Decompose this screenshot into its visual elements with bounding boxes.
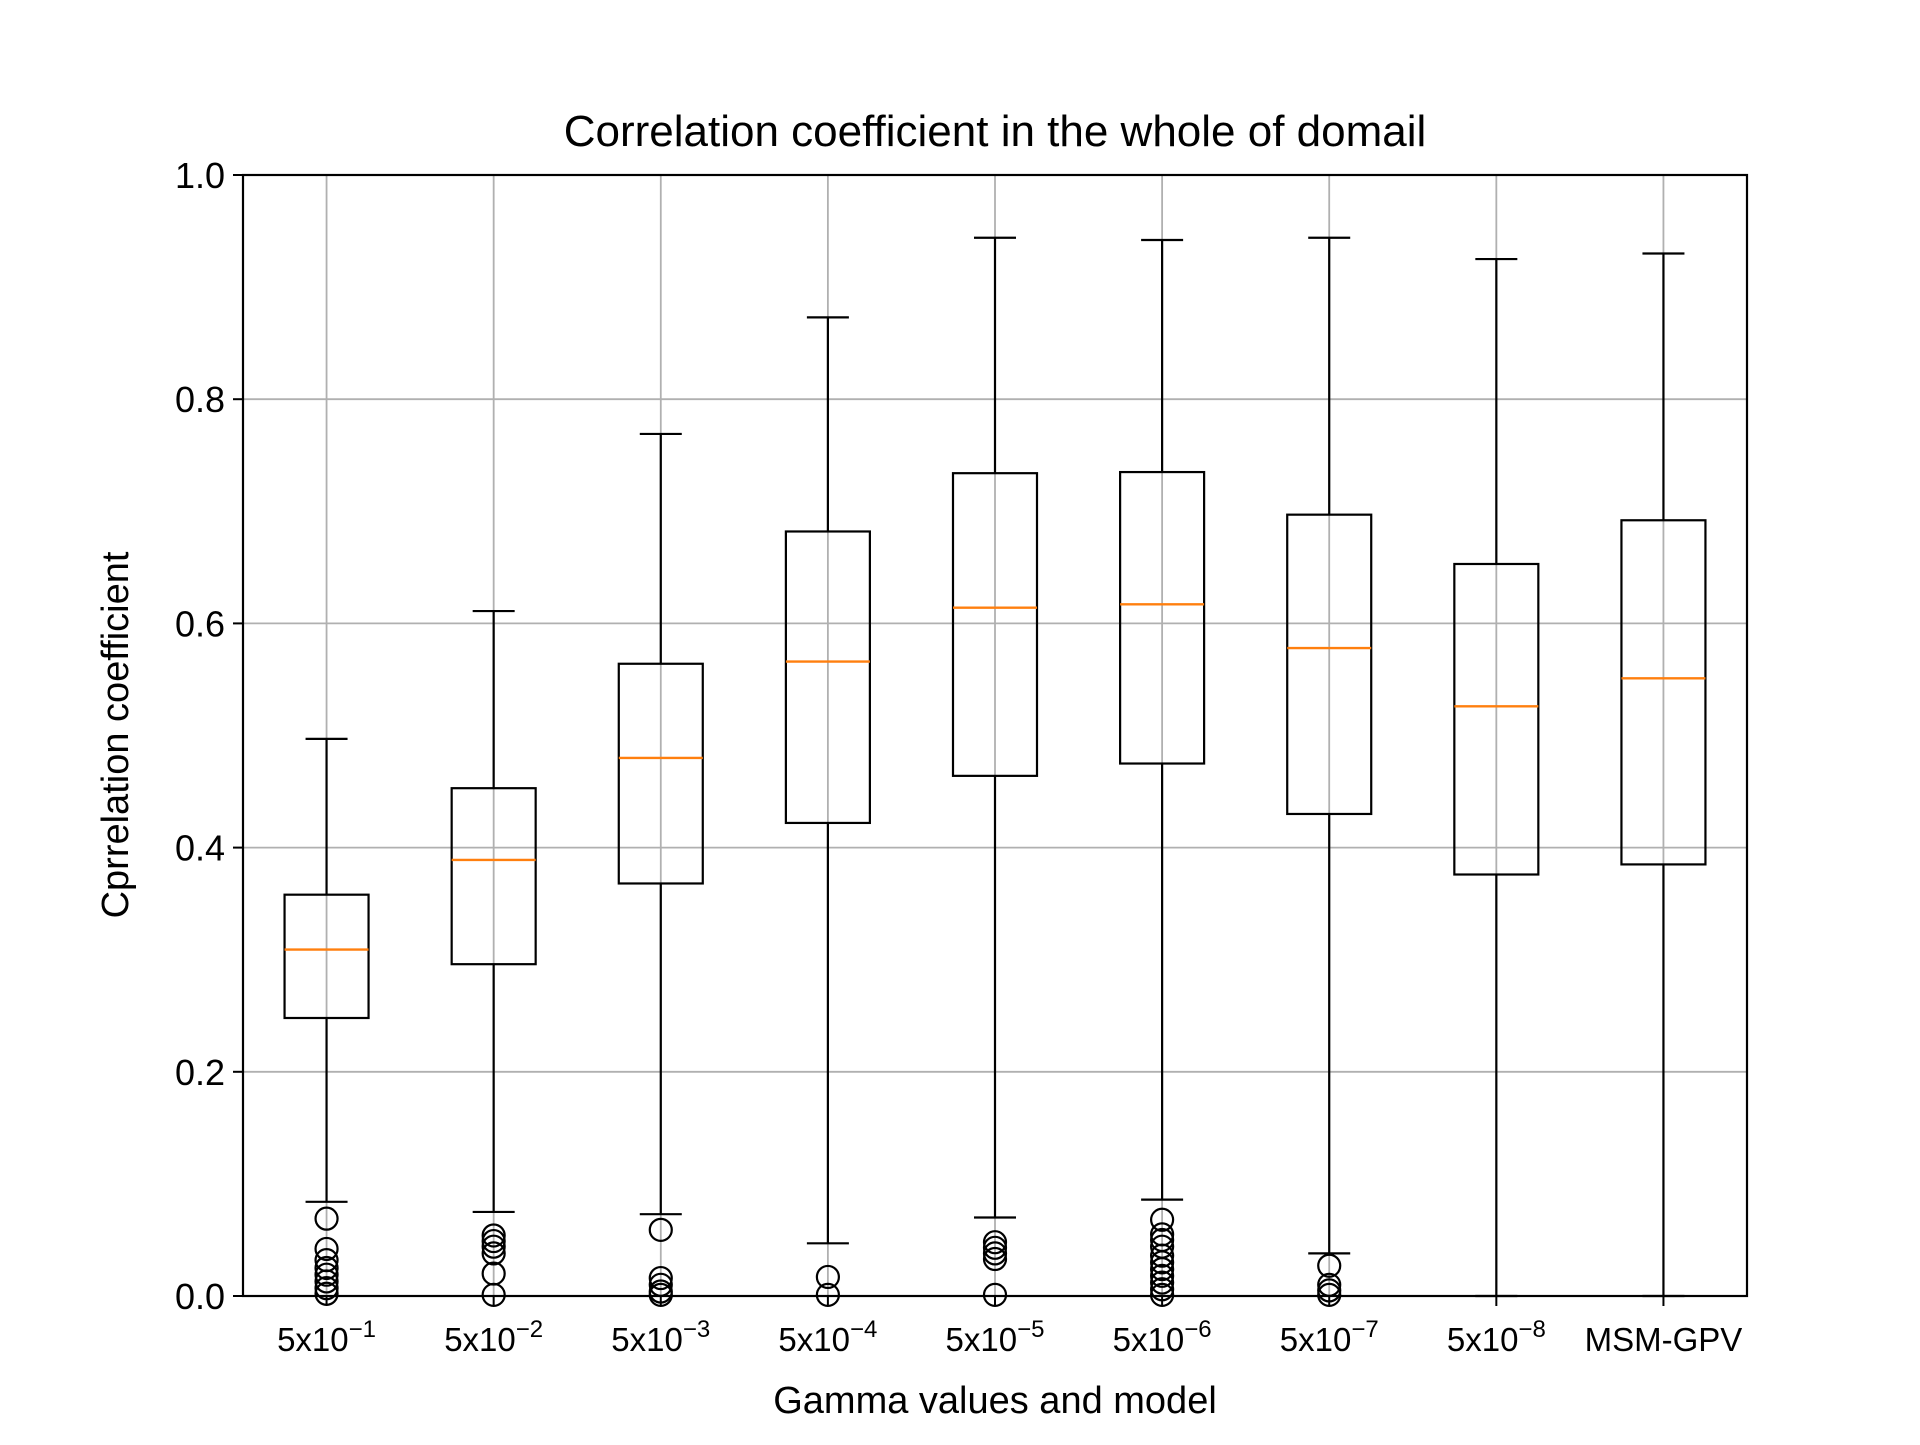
x-tick-label: 5x10−2 xyxy=(444,1316,543,1358)
x-axis-label: Gamma values and model xyxy=(773,1380,1217,1422)
outlier-point xyxy=(982,1230,1008,1255)
outlier-point xyxy=(314,1262,339,1287)
outlier-point xyxy=(481,1234,506,1259)
x-tick-label: 5x10−3 xyxy=(611,1316,710,1358)
iqr-box xyxy=(617,662,704,885)
box-group xyxy=(450,609,537,1307)
outlier-point xyxy=(314,1269,339,1294)
x-tick-label: MSM-GPV xyxy=(1585,1321,1743,1358)
outlier-point xyxy=(481,1223,506,1248)
iqr-box xyxy=(1286,513,1373,816)
outlier-point xyxy=(481,1228,506,1254)
axes-layer: 0.0 0.2 0.4 0.6 0.8 1.0 5x10−1 5x10−2 5x10−3 5x10… xyxy=(175,155,1742,1358)
outlier-point xyxy=(648,1265,673,1291)
iqr-box xyxy=(1453,562,1540,876)
outlier-point xyxy=(481,1241,506,1266)
outlier-point xyxy=(1150,1270,1175,1295)
outlier-point xyxy=(982,1235,1008,1260)
y-tick-label: 0.0 xyxy=(175,1276,225,1317)
y-tick-label: 0.4 xyxy=(175,828,225,869)
x-tick-label: 5x10−1 xyxy=(277,1316,376,1358)
outlier-point xyxy=(982,1241,1008,1266)
outlier-point xyxy=(314,1236,339,1262)
outlier-point xyxy=(1150,1256,1175,1282)
y-tick-label: 0.2 xyxy=(175,1052,225,1093)
box-group xyxy=(1453,257,1540,1298)
x-tick-label: 5x10−7 xyxy=(1280,1316,1379,1358)
iqr-box xyxy=(784,530,871,825)
chart-title: Correlation coefficient in the whole of … xyxy=(564,107,1427,156)
x-tick-label: 5x10−5 xyxy=(946,1316,1045,1358)
x-tick-label: 5x10−4 xyxy=(778,1316,877,1358)
outlier-point xyxy=(314,1255,339,1281)
iqr-box xyxy=(1119,470,1206,765)
x-tick-label: 5x10−8 xyxy=(1447,1316,1546,1358)
box-group xyxy=(1286,236,1373,1307)
outlier-point xyxy=(1150,1243,1175,1268)
outlier-point xyxy=(815,1264,840,1290)
y-tick-label: 1.0 xyxy=(175,155,225,196)
outlier-point xyxy=(1317,1253,1342,1278)
box-group xyxy=(951,236,1039,1307)
outlier-point xyxy=(648,1217,673,1242)
y-tick-label: 0.8 xyxy=(175,379,225,420)
outlier-point xyxy=(1150,1207,1175,1232)
y-tick-label: 0.6 xyxy=(175,603,225,644)
outlier-point xyxy=(1150,1263,1175,1288)
iqr-box xyxy=(450,787,537,966)
box-group xyxy=(617,432,704,1307)
iqr-box xyxy=(283,893,370,1020)
iqr-box xyxy=(1620,519,1707,866)
outlier-point xyxy=(314,1206,339,1231)
outlier-point xyxy=(982,1246,1008,1272)
outlier-point xyxy=(1150,1250,1175,1275)
box-group xyxy=(1119,238,1206,1307)
y-axis-label: Cprrelation coefficient xyxy=(95,551,137,918)
iqr-box xyxy=(951,472,1039,777)
x-tick-label: 5x10−6 xyxy=(1113,1316,1212,1358)
